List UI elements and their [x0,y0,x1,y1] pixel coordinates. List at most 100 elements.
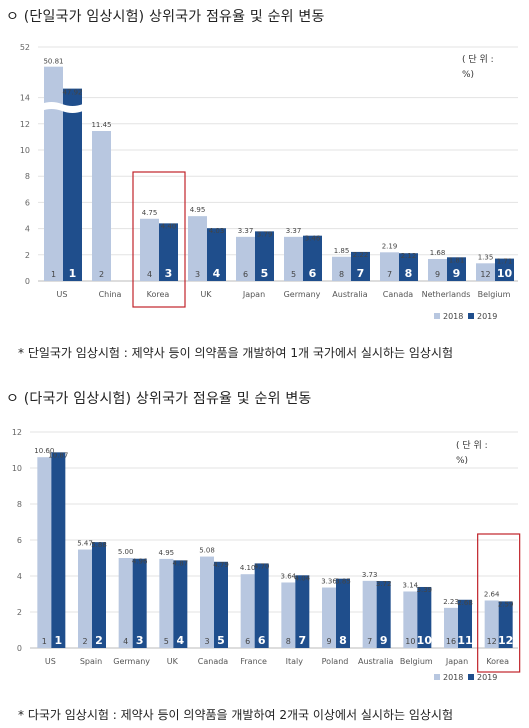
x-tick-label: Poland [322,657,349,666]
value-label-2019: 3.79 [257,230,273,238]
y-tick-label: 14 [20,94,30,103]
value-label-2019: 2.59 [498,600,514,608]
bar-2019 [376,581,391,648]
bar-2018 [444,607,458,648]
rank-label-2018: 1 [42,637,47,646]
bar-2019 [417,586,432,648]
x-tick-label: Japan [242,290,265,299]
value-label-2019: 4.04 [295,574,311,582]
bar-2019 [63,88,82,281]
rank-label-2018: 6 [245,637,250,646]
x-tick-label: Korea [147,290,170,299]
bar-2019 [51,452,66,648]
rank-label-2019: 9 [453,267,461,280]
value-label-2018: 5.08 [199,547,215,555]
value-label-2018: 4.75 [142,209,158,217]
chart1-footnote: * 단일국가 임상시험 : 제약사 등이 의약품을 개발하여 1개 국가에서 실… [18,346,453,360]
value-label-2019: 4.40 [161,222,177,230]
x-tick-label: Australia [358,657,393,666]
bar-2018 [428,258,447,281]
bar-2019 [173,560,188,648]
bar-2019 [495,258,514,281]
bar-2018 [362,580,377,648]
y-tick-label: 8 [25,172,30,181]
rank-label-2019: 5 [217,634,225,647]
y-tick-label: 2 [25,251,30,260]
value-label-2018: 3.64 [281,572,297,580]
rank-label-2018: 3 [204,637,209,646]
bar-2019 [92,542,106,648]
bar-2018 [236,236,255,281]
chart2-section-title: ㅇ (다국가 임상시험) 상위국가 점유율 및 순위 변동 [6,391,312,407]
y-tick-label: 52 [20,43,30,52]
rank-label-2019: 9 [380,634,388,647]
unit-label-line2: %) [462,70,474,80]
value-label-2018: 1.68 [430,249,446,257]
x-tick-label: France [240,657,267,666]
value-label-2019: 3.39 [417,586,433,594]
value-label-2018: 3.37 [286,227,302,235]
y-tick-label: 6 [17,536,22,545]
x-tick-label: UK [167,657,179,666]
x-tick-label: US [57,290,68,299]
bar-2019 [295,575,310,648]
x-tick-label: Korea [486,657,509,666]
bar-2019 [214,561,228,648]
legend-label-2019: 2019 [477,312,497,321]
value-label-2019: 2.22 [353,251,369,259]
rank-label-2019: 8 [405,267,413,280]
value-label-2018: 4.95 [159,549,175,557]
bar-2019 [399,253,418,281]
value-label-2018: 5.00 [118,548,134,556]
rank-label-2018: 4 [123,637,128,646]
rank-label-2019: 11 [457,634,472,647]
rank-label-2019: 4 [213,267,221,280]
value-label-2018: 4.10 [240,564,256,572]
x-tick-label: Canada [198,657,229,666]
chart1-section-title: ㅇ (단일국가 임상시험) 상위국가 점유율 및 순위 변동 [6,9,325,25]
bar-2018 [118,558,133,648]
value-label-2019: 5.88 [91,541,107,549]
y-tick-label: 10 [12,464,22,473]
rank-label-2018: 9 [326,637,331,646]
unit-label-line2: %) [456,456,468,466]
x-tick-label: UK [200,290,212,299]
rank-label-2019: 10 [417,634,433,647]
legend-swatch-2019 [468,674,474,680]
x-tick-label: Belgium [478,290,511,299]
x-tick-label: China [99,290,122,299]
value-label-2018: 2.19 [382,242,398,250]
rank-label-2018: 12 [487,637,497,646]
bar-2019 [254,563,269,648]
value-label-2019: 2.68 [457,599,473,607]
rank-label-2019: 6 [258,634,266,647]
value-label-2018: 2.64 [484,590,500,598]
value-label-2018: 2.23 [443,598,459,606]
x-tick-label: Belgium [400,657,433,666]
highlight-box [132,171,186,308]
legend-label-2018: 2018 [443,312,463,321]
multi-country-share-chart: 0 2 4 6 8 10 12 ( 단 위 : %) 10.60 1 10.87 1 US 5.47 2 5.… [12,428,521,682]
value-label-2018: 4.95 [190,206,206,214]
rank-label-2018: 8 [286,637,291,646]
value-label-2018: 50.81 [43,58,63,66]
y-tick-label: 2 [17,608,22,617]
bar-2018 [403,591,418,648]
rank-label-2019: 1 [55,634,63,647]
bar-2019 [447,257,466,281]
unit-label: ( 단 위 : [462,54,494,65]
bar-2018 [380,252,399,281]
value-label-2018: 11.45 [91,121,111,129]
bar-2018 [159,558,174,648]
value-label-2018: 10.60 [34,447,54,455]
rank-label-2019: 8 [339,634,347,647]
bar-2018 [240,574,255,648]
x-tick-label: US [45,657,56,666]
x-tick-label: Canada [383,290,414,299]
bar-2019 [336,578,350,648]
value-label-2018: 3.36 [321,578,337,586]
value-label-2019: 2.12 [401,252,417,260]
bar-2019 [132,558,147,648]
x-tick-label: Spain [80,657,102,666]
